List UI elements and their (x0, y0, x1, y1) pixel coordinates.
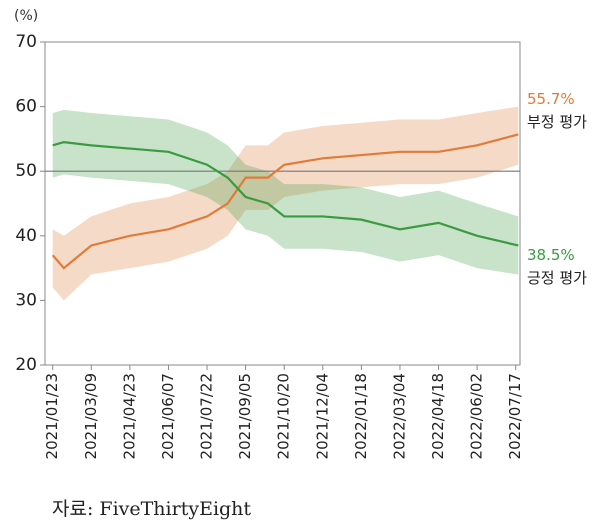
legend-label: 긍정 평가 (527, 269, 587, 287)
x-tick-label: 2021/01/23 (43, 373, 61, 459)
y-tick-label: 20 (15, 355, 37, 375)
legend-label: 부정 평가 (527, 113, 587, 131)
line (51, 133, 519, 270)
x-tick-label: 2021/12/04 (313, 373, 331, 459)
x-tick-label: 2021/03/09 (82, 373, 100, 459)
y-tick-label: 50 (15, 161, 37, 181)
x-tick-label: 2022/04/18 (429, 373, 447, 459)
source: 자료: FiveThirtyEight (52, 498, 251, 520)
y-tick-label: 30 (15, 290, 37, 310)
x-tick-label: 2021/07/22 (198, 373, 216, 459)
x-tick-label: 2021/06/07 (159, 373, 177, 459)
line (52, 141, 519, 247)
band (52, 106, 519, 301)
value-label: 55.7% (527, 90, 575, 108)
x-tick-label: 2022/01/18 (352, 373, 370, 459)
x-tick-label: 2022/03/04 (390, 373, 408, 459)
x-tick-label: 2022/07/17 (506, 373, 524, 459)
y-tick-label: 70 (15, 32, 37, 52)
y-tick-label: 40 (15, 226, 37, 246)
x-tick-label: 2021/04/23 (120, 373, 138, 459)
y-tick-label: 60 (15, 97, 37, 117)
plot-frame (44, 41, 521, 366)
value-label: 38.5% (527, 246, 575, 264)
y-axis-label: (%) (14, 8, 38, 24)
x-tick-label: 2022/06/02 (468, 373, 486, 459)
x-tick-label: 2021/10/20 (275, 373, 293, 459)
x-tick-label: 2021/09/05 (236, 373, 254, 459)
